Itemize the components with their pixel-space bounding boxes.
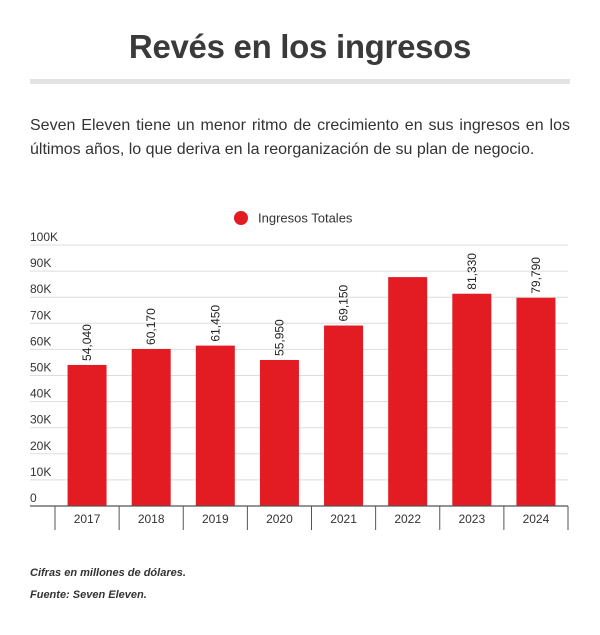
x-tick-label: 2021	[330, 512, 357, 526]
x-axis: 2017 2018 2019 2020 2021 2022 2023 2024	[30, 505, 569, 530]
bar-value-label: 61,450	[208, 305, 222, 342]
bar	[324, 325, 364, 506]
bar-value-label: 60,170	[144, 308, 158, 345]
bar	[259, 359, 299, 506]
y-axis-labels: 0 10K 20K 30K 40K 50K 60K 70K 80K 90K 100K	[30, 230, 58, 505]
bar	[195, 345, 235, 506]
x-tick-label: 2018	[138, 512, 165, 526]
bar-value-label: 55,950	[272, 319, 286, 356]
x-tick-label: 2024	[523, 512, 550, 526]
bar-value-label: 69,150	[337, 284, 351, 321]
y-tick-label: 70K	[30, 308, 51, 322]
legend: Ingresos Totales	[234, 211, 353, 226]
bar	[388, 277, 428, 506]
y-tick-label: 0	[30, 491, 37, 505]
x-tick-label: 2022	[394, 512, 421, 526]
legend-label: Ingresos Totales	[258, 211, 353, 226]
bars	[67, 277, 556, 506]
bar	[516, 297, 556, 506]
bar-value-label: 54,040	[80, 324, 94, 361]
source-note: Fuente: Seven Eleven.	[30, 589, 147, 601]
y-tick-label: 50K	[30, 361, 51, 375]
y-tick-label: 30K	[30, 413, 51, 427]
y-tick-label: 10K	[30, 465, 51, 479]
y-tick-label: 100K	[30, 230, 58, 244]
x-tick-label: 2019	[202, 512, 229, 526]
bar	[67, 364, 107, 506]
bar-value-label: 79,790	[529, 257, 543, 294]
data-labels: 54,040 60,170 61,450 55,950 69,150 81,330 79,7…	[80, 253, 543, 361]
y-tick-label: 90K	[30, 256, 51, 270]
chart-title: Revés en los ingresos	[128, 28, 472, 65]
x-tick-label: 2020	[266, 512, 293, 526]
y-tick-label: 20K	[30, 439, 51, 453]
y-tick-label: 80K	[30, 282, 51, 296]
units-note: Cifras en millones de dólares.	[30, 567, 186, 579]
title-divider	[30, 79, 570, 84]
x-tick-label: 2017	[74, 512, 101, 526]
y-tick-label: 60K	[30, 334, 51, 348]
x-tick-label: 2023	[458, 512, 485, 526]
gridlines	[30, 244, 568, 481]
bar	[131, 348, 171, 506]
chart-subtitle: Seven Eleven tiene un menor ritmo de cre…	[30, 117, 570, 158]
bar-chart: Ingresos Totales 0 10K 20K 30K 40K 50K 60K 70K 8…	[30, 211, 569, 530]
y-tick-label: 40K	[30, 387, 51, 401]
legend-swatch	[234, 211, 248, 225]
bar	[452, 293, 492, 506]
bar-value-label: 81,330	[465, 253, 479, 290]
